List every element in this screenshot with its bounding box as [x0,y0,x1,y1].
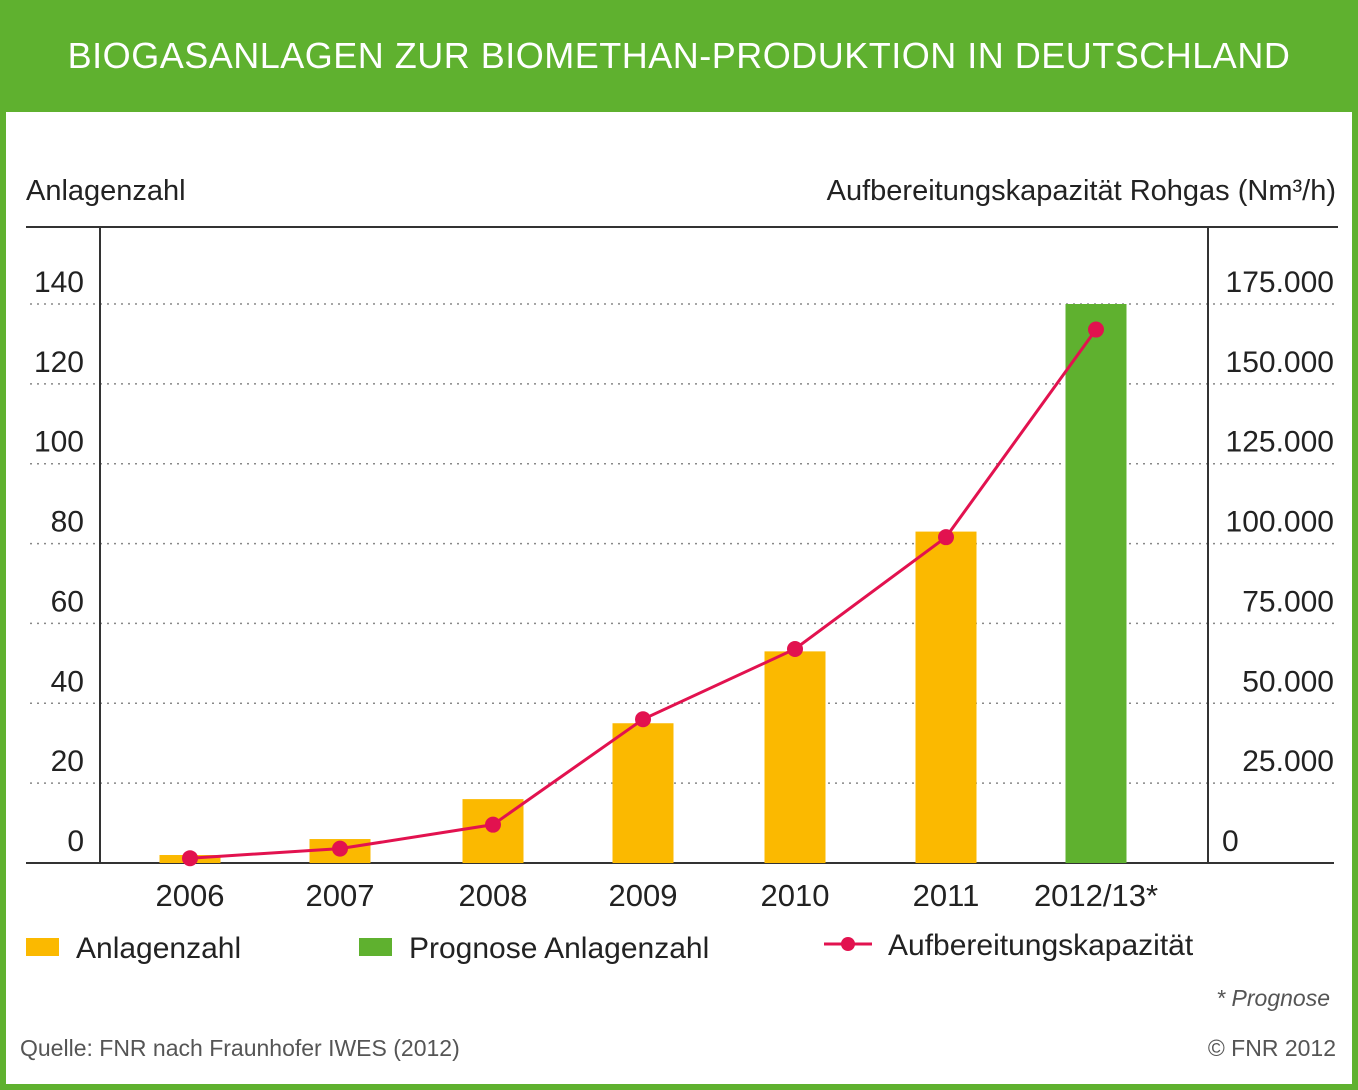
legend: Anlagenzahl Prognose Anlagenzahl Aufbere… [26,929,1194,965]
x-tick-label: 2011 [913,878,980,913]
bar-anlagenzahl [915,531,977,863]
left-tick-label: 120 [34,346,84,379]
right-tick-labels: 0 25.000 50.000 75.000 100.000 125.000 150.000… [1222,266,1334,858]
left-tick-label: 20 [51,745,84,778]
source-text: Quelle: FNR nach Fraunhofer IWES (2012) [20,1035,460,1061]
right-tick-label: 0 [1222,825,1239,858]
x-tick-label: 2012/13* [1034,878,1158,913]
left-tick-labels: 0 20 40 60 80 100 120 140 [34,266,84,858]
right-axis-label: Aufbereitungskapazität Rohgas (Nm³/h) [827,175,1336,207]
legend-swatch-anlagenzahl [26,938,59,956]
right-tick-label: 175.000 [1226,266,1334,299]
capacity-point [332,840,348,857]
bars [159,304,1127,863]
chart-title: BIOGASANLAGEN ZUR BIOMETHAN-PRODUKTION I… [0,0,1358,112]
right-tick-label: 100.000 [1226,506,1334,539]
capacity-point [787,640,803,657]
capacity-point [938,529,954,546]
legend-marker-kapazitaet [841,937,855,951]
x-tick-label: 2008 [459,878,528,913]
left-tick-label: 80 [51,506,84,539]
bar-anlagenzahl [612,723,674,863]
capacity-line [182,321,1104,867]
right-tick-label: 75.000 [1242,585,1334,618]
left-tick-label: 40 [51,665,84,698]
bar-prognose [1065,304,1127,863]
x-tick-label: 2007 [306,878,375,913]
right-tick-label: 150.000 [1226,346,1334,379]
capacity-point [1088,321,1104,338]
capacity-point [485,816,501,833]
capacity-point [635,711,651,728]
copyright-text: © FNR 2012 [1208,1035,1336,1061]
left-axis-label: Anlagenzahl [26,175,186,207]
legend-swatch-prognose [359,938,392,956]
right-tick-label: 125.000 [1226,426,1334,459]
legend-label-anlagenzahl: Anlagenzahl [76,932,241,965]
x-tick-label: 2009 [609,878,678,913]
left-tick-label: 100 [34,426,84,459]
footnote: * Prognose [1216,985,1330,1011]
legend-label-kapazitaet: Aufbereitungskapazität [888,929,1194,962]
left-tick-label: 60 [51,585,84,618]
left-tick-label: 140 [34,266,84,299]
left-tick-label: 0 [67,825,84,858]
right-tick-label: 50.000 [1242,665,1334,698]
x-tick-label: 2006 [156,878,225,913]
gridlines [30,303,1334,784]
right-tick-label: 25.000 [1242,745,1334,778]
capacity-point [182,850,198,867]
x-tick-labels: 2006 2007 2008 2009 2010 2011 2012/13* [156,878,1159,913]
legend-label-prognose: Prognose Anlagenzahl [409,932,709,965]
axis-lines [26,226,1338,864]
x-tick-label: 2010 [761,878,830,913]
bar-anlagenzahl [764,651,826,863]
